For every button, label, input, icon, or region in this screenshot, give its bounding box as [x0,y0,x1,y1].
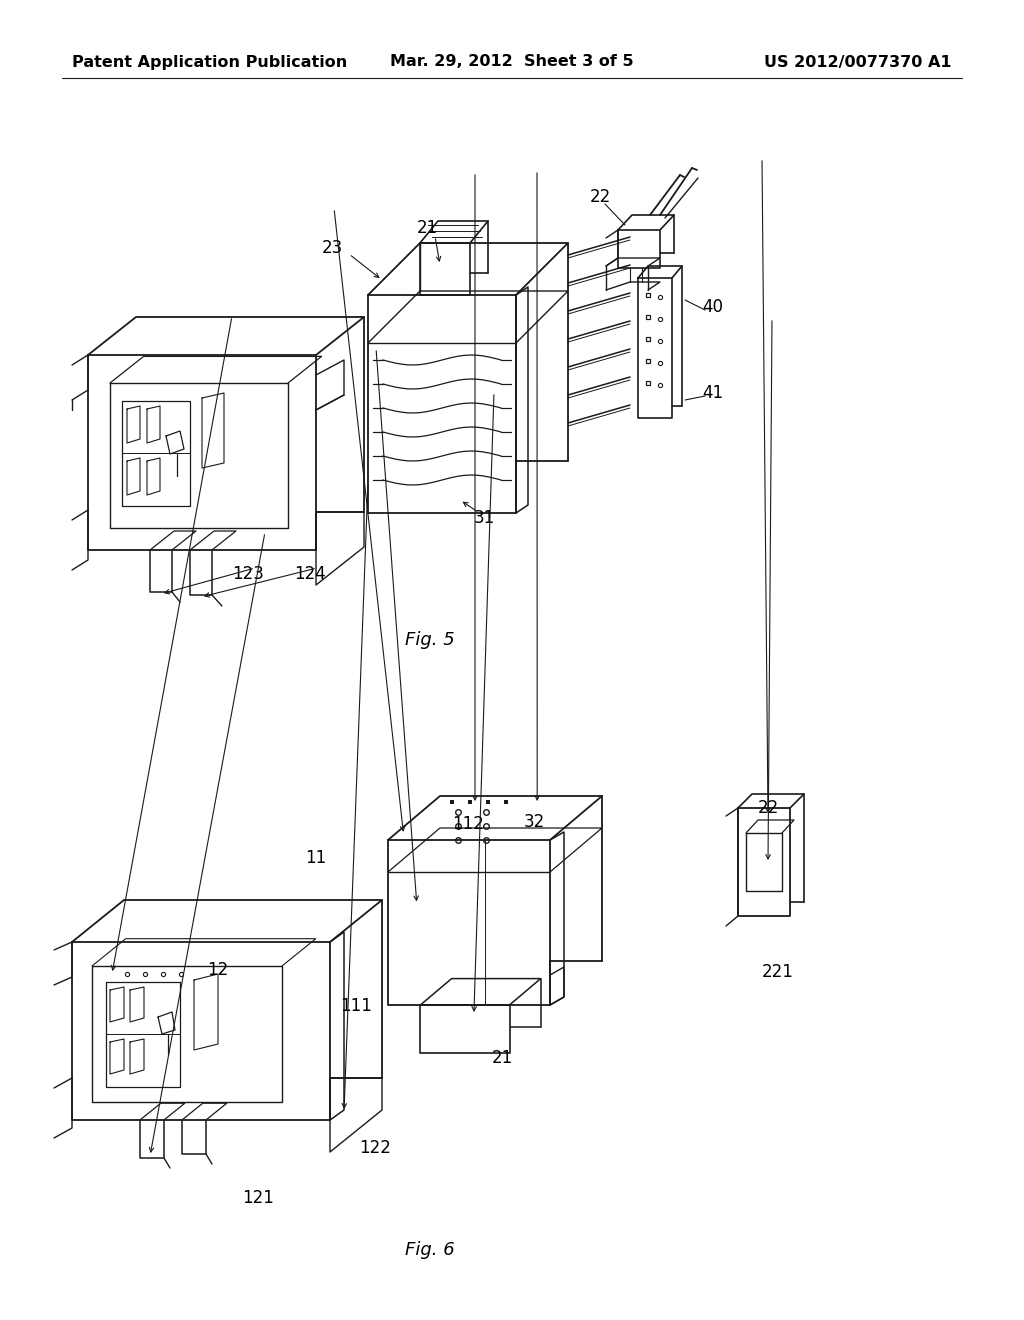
Text: Fig. 6: Fig. 6 [406,1241,455,1259]
Text: 122: 122 [359,1139,391,1158]
Text: 124: 124 [294,565,326,583]
Text: 111: 111 [340,997,372,1015]
Text: 221: 221 [762,964,794,981]
Text: 12: 12 [208,961,228,979]
Text: Patent Application Publication: Patent Application Publication [72,54,347,70]
Text: 21: 21 [417,219,437,238]
Text: 40: 40 [702,298,724,315]
Text: 32: 32 [523,813,545,832]
Text: 31: 31 [473,510,495,527]
Text: 21: 21 [492,1049,513,1067]
Text: 121: 121 [242,1189,274,1206]
Text: Fig. 5: Fig. 5 [406,631,455,649]
Text: 11: 11 [305,849,327,867]
Text: 112: 112 [452,814,484,833]
Text: 22: 22 [590,187,610,206]
Text: 23: 23 [322,239,343,257]
Text: Mar. 29, 2012  Sheet 3 of 5: Mar. 29, 2012 Sheet 3 of 5 [390,54,634,70]
Text: 123: 123 [232,565,264,583]
Text: US 2012/0077370 A1: US 2012/0077370 A1 [765,54,952,70]
Text: 22: 22 [758,799,778,817]
Text: 41: 41 [702,384,724,403]
